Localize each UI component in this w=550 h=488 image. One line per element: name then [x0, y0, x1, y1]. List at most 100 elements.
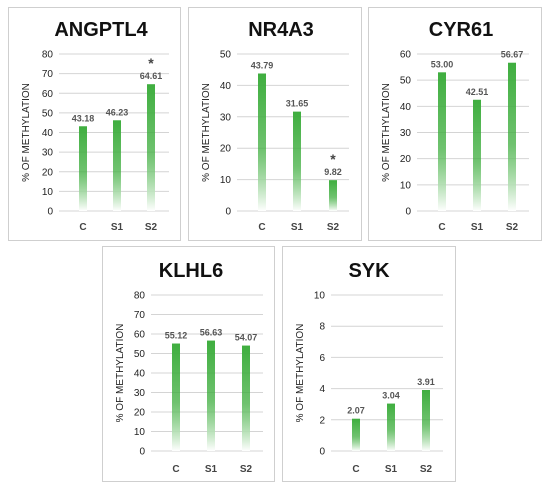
value-label: 56.67 [501, 50, 524, 60]
y-tick-label: 20 [42, 167, 54, 178]
chart-panel-nr4a3: NR4A3 0 10 20 30 40 50 % OF METHYLATION 43.79 C 31… [188, 7, 362, 241]
y-tick-label: 50 [42, 108, 54, 119]
value-label: 53.00 [431, 59, 454, 69]
value-label: 42.51 [466, 87, 489, 97]
y-tick-label: 50 [220, 50, 232, 61]
category-label: S2 [506, 222, 519, 233]
bar-c [79, 126, 87, 211]
y-tick-label: 60 [400, 50, 412, 61]
value-label: 3.91 [417, 377, 435, 387]
bar-c [258, 73, 266, 212]
y-axis-label: % OF METHYLATION [381, 83, 392, 182]
category-label: S2 [420, 464, 433, 475]
category-label: C [79, 222, 86, 233]
bar-chart-svg: SYK 0 2 4 6 8 10 % OF METHYLATION 2.07 C 3.04 S1 3.9… [295, 260, 443, 475]
value-label: 3.04 [382, 391, 400, 401]
chart-title: NR4A3 [248, 19, 314, 41]
y-tick-label: 0 [319, 447, 325, 458]
y-tick-label: 80 [42, 50, 54, 61]
y-axis-label: % OF METHYLATION [21, 83, 32, 182]
y-tick-label: 50 [400, 76, 412, 87]
y-tick-label: 0 [139, 447, 145, 458]
chart-title: SYK [348, 260, 390, 282]
bar-s1 [293, 111, 301, 211]
value-label: 9.82 [324, 167, 342, 177]
category-label: S1 [385, 464, 398, 475]
y-tick-label: 20 [134, 408, 146, 419]
bar-s1 [387, 403, 395, 451]
significance-marker: * [148, 55, 154, 71]
y-axis-label: % OF METHYLATION [295, 324, 306, 423]
bar-s2 [508, 62, 516, 211]
bar-c [172, 343, 180, 451]
y-tick-label: 0 [47, 207, 53, 218]
bar-chart-svg: CYR61 0 10 20 30 40 50 60 % OF METHYLATION 53.00 C… [381, 19, 529, 233]
y-tick-label: 80 [134, 291, 146, 302]
y-axis-label: % OF METHYLATION [115, 324, 126, 423]
y-tick-label: 70 [134, 310, 146, 321]
y-tick-label: 30 [134, 388, 146, 399]
bar-s2 [147, 84, 155, 211]
y-tick-label: 4 [319, 384, 325, 395]
y-tick-label: 60 [42, 89, 54, 100]
y-tick-label: 10 [220, 175, 232, 186]
bar-c [438, 72, 446, 211]
y-tick-label: 40 [220, 81, 232, 92]
y-tick-label: 60 [134, 330, 146, 341]
bar-s2 [329, 180, 337, 211]
chart-title: CYR61 [429, 19, 493, 41]
bar-s1 [207, 340, 215, 451]
value-label: 55.12 [165, 331, 188, 341]
y-tick-label: 10 [42, 187, 54, 198]
bar-s2 [422, 390, 430, 451]
chart-panel-angptl4: ANGPTL4 0 10 20 30 40 50 60 70 80 % OF METHYLATION… [8, 7, 181, 241]
chart-panel-klhl6: KLHL6 0 10 20 30 40 50 60 70 80 % OF METHYLATION 55… [102, 246, 275, 482]
y-tick-label: 40 [400, 102, 412, 113]
y-tick-label: 10 [400, 180, 412, 191]
category-label: C [352, 464, 359, 475]
bar-s1 [473, 99, 481, 211]
y-tick-label: 6 [319, 353, 325, 364]
category-label: S1 [111, 222, 124, 233]
bar-s2 [242, 345, 250, 451]
value-label: 54.07 [235, 333, 258, 343]
category-label: S2 [327, 222, 340, 233]
y-axis-label: % OF METHYLATION [201, 83, 212, 182]
chart-panel-syk: SYK 0 2 4 6 8 10 % OF METHYLATION 2.07 C 3.04 S1 3.9… [282, 246, 456, 482]
category-label: S2 [145, 222, 158, 233]
bar-c [352, 418, 360, 451]
category-label: S1 [205, 464, 218, 475]
bar-chart-svg: NR4A3 0 10 20 30 40 50 % OF METHYLATION 43.79 C 31… [201, 19, 349, 233]
y-tick-label: 70 [42, 69, 54, 80]
value-label: 43.79 [251, 60, 274, 70]
y-tick-label: 8 [319, 322, 325, 333]
category-label: S1 [291, 222, 304, 233]
significance-marker: * [330, 151, 336, 167]
value-label: 43.18 [72, 113, 95, 123]
bar-chart-svg: ANGPTL4 0 10 20 30 40 50 60 70 80 % OF METHYLATION… [21, 19, 169, 233]
value-label: 2.07 [347, 406, 365, 416]
y-tick-label: 0 [405, 207, 411, 218]
y-tick-label: 0 [225, 207, 231, 218]
category-label: C [438, 222, 445, 233]
category-label: S2 [240, 464, 253, 475]
chart-title: KLHL6 [159, 260, 223, 282]
value-label: 64.61 [140, 71, 163, 81]
y-tick-label: 50 [134, 349, 146, 360]
y-tick-label: 10 [314, 291, 326, 302]
y-tick-label: 30 [220, 112, 232, 123]
category-label: C [172, 464, 179, 475]
y-tick-label: 30 [42, 148, 54, 159]
value-label: 56.63 [200, 328, 223, 338]
y-tick-label: 40 [134, 369, 146, 380]
value-label: 31.65 [286, 99, 309, 109]
chart-panel-cyr61: CYR61 0 10 20 30 40 50 60 % OF METHYLATION 53.00 C… [368, 7, 542, 241]
y-tick-label: 2 [319, 415, 325, 426]
value-label: 46.23 [106, 107, 129, 117]
y-tick-label: 30 [400, 128, 412, 139]
y-tick-label: 10 [134, 427, 146, 438]
chart-title: ANGPTL4 [54, 19, 148, 41]
y-tick-label: 20 [400, 154, 412, 165]
y-tick-label: 20 [220, 144, 232, 155]
y-tick-label: 40 [42, 128, 54, 139]
